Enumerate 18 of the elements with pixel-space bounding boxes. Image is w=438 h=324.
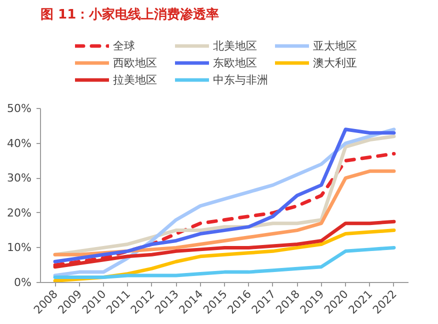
- y-tick-label: 40%: [7, 136, 32, 150]
- y-tick-label: 10%: [7, 241, 32, 254]
- y-tick-label: 30%: [7, 172, 32, 185]
- line-series: [53, 152, 396, 267]
- legend-label: 亚太地区: [313, 38, 358, 53]
- legend-label: 北美地区: [213, 38, 258, 53]
- legend-label: 拉美地区: [113, 72, 158, 87]
- legend-label: 中东与非洲: [213, 72, 269, 87]
- legend-label: 全球: [113, 38, 136, 53]
- chart-title: 图 11：小家电线上消费渗透率: [40, 6, 220, 22]
- legend-label: 东欧地区: [213, 55, 258, 70]
- legend-label: 西欧地区: [113, 55, 158, 70]
- line-series: [53, 246, 396, 280]
- y-tick-label: 0%: [14, 276, 32, 289]
- y-tick-label: 20%: [7, 206, 32, 220]
- legend-label: 澳大利亚: [313, 55, 358, 70]
- y-tick-label: 50%: [7, 102, 32, 115]
- line-series: [53, 169, 396, 256]
